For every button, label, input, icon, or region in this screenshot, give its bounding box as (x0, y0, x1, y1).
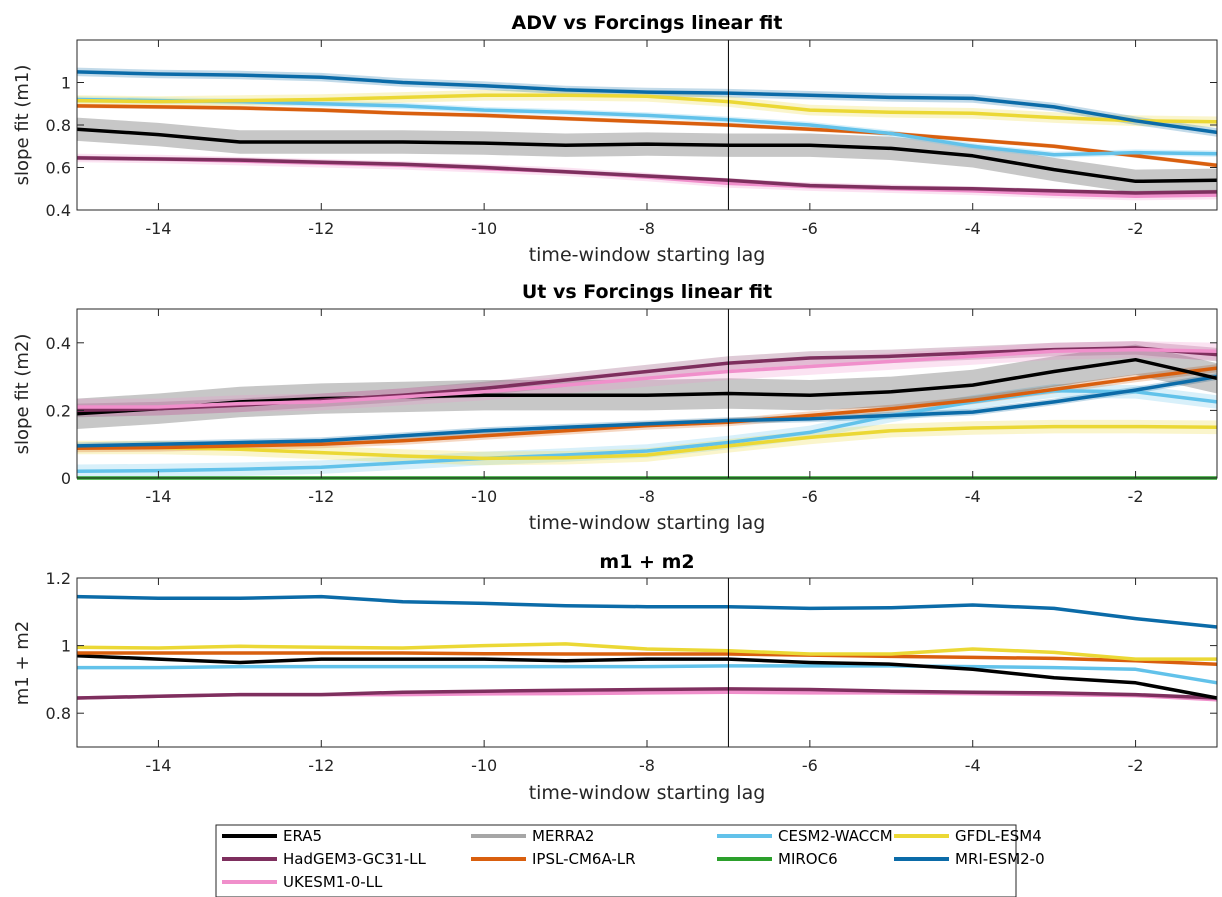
y-tick-label: 0.2 (46, 401, 71, 420)
legend-label-ipsl-cm6a-lr: IPSL-CM6A-LR (532, 850, 636, 868)
legend: ERA5 MERRA2 CESM2-WACCM GFDL-ESM4 HadGEM3-GC… (215, 824, 1045, 897)
series-line-mri-esm2-0 (76, 374, 1218, 448)
axes-frame (76, 39, 1218, 211)
axes-frame (76, 577, 1218, 748)
x-tick-label: -12 (308, 756, 334, 775)
series-line-era5 (76, 357, 1218, 416)
axes-frame (76, 308, 1218, 479)
legend-label-gfdl-esm4: GFDL-ESM4 (955, 827, 1042, 845)
x-tick-label: -6 (802, 219, 818, 238)
x-tick-label: -10 (471, 219, 497, 238)
x-tick-label: -8 (639, 756, 655, 775)
y-tick-label: 0.8 (46, 116, 71, 135)
series-line-hadgem3-gc31-ll (76, 687, 1218, 700)
x-axis-label: time-window starting lag (529, 512, 766, 534)
panel-ut-vs-forcings: -14 -12 -10 -8 -6 -4 -2 0 0.2 0.4 Ut vs Forcings … (12, 281, 1218, 534)
x-tick-label: -2 (1128, 487, 1144, 506)
series-line-ipsl-cm6a-lr (77, 651, 1218, 666)
legend-label-era5: ERA5 (283, 827, 322, 845)
plot-area (77, 40, 1217, 210)
series-line-ipsl-cm6a-lr (76, 104, 1218, 168)
legend-label-hadgem3-gc31-ll: HadGEM3-GC31-LL (283, 850, 426, 868)
series-line-era5 (76, 653, 1218, 700)
legend-label-cesm2-waccm: CESM2-WACCM (778, 827, 893, 845)
y-axis-label: slope fit (m2) (12, 334, 33, 455)
series-line-gfdl-esm4 (76, 642, 1217, 661)
legend-label-merra2: MERRA2 (532, 827, 594, 845)
chart-title: m1 + m2 (599, 551, 694, 573)
y-tick-label: 0.8 (46, 704, 71, 723)
x-tick-label: -4 (965, 487, 981, 506)
x-axis-label: time-window starting lag (529, 244, 766, 266)
y-tick-label: 1 (61, 74, 71, 93)
y-tick-label: 0.4 (46, 334, 71, 353)
series-line-era5 (76, 127, 1218, 184)
band-cesm2-waccm (77, 96, 1217, 158)
x-tick-label: -12 (308, 487, 334, 506)
x-tick-label: -14 (145, 219, 171, 238)
chart-title: Ut vs Forcings linear fit (522, 281, 772, 303)
x-tick-label: -6 (802, 487, 818, 506)
x-tick-label: -4 (965, 756, 981, 775)
y-tick-label: 1 (61, 637, 71, 656)
series-line-hadgem3-gc31-ll (76, 156, 1218, 195)
x-tick-label: -10 (471, 487, 497, 506)
x-tick-label: -14 (145, 756, 171, 775)
series-line-gfdl-esm4 (77, 424, 1218, 461)
x-tick-label: -8 (639, 219, 655, 238)
y-axis-label: slope fit (m1) (12, 65, 33, 186)
series-line-cesm2-waccm (76, 97, 1218, 157)
legend-label-ukesm1-0-ll: UKESM1-0-LL (283, 873, 383, 891)
x-tick-label: -10 (471, 756, 497, 775)
series-line-gfdl-esm4 (76, 93, 1218, 124)
x-tick-label: -6 (802, 756, 818, 775)
band-era5 (77, 117, 1217, 193)
chart-title: ADV vs Forcings linear fit (512, 12, 783, 34)
x-tick-label: -8 (639, 487, 655, 506)
x-tick-label: -2 (1128, 756, 1144, 775)
band-era5 (77, 344, 1217, 429)
series-line-mri-esm2-0 (76, 594, 1218, 629)
legend-label-miroc6: MIROC6 (778, 850, 838, 868)
series-line-ukesm1-0-ll (77, 347, 1218, 409)
x-tick-label: -14 (145, 487, 171, 506)
y-tick-label: 0.4 (46, 201, 71, 220)
series-line-mri-esm2-0 (76, 70, 1218, 135)
legend-box (215, 824, 1017, 897)
x-axis-label: time-window starting lag (529, 782, 766, 804)
y-axis-label: m1 + m2 (12, 621, 33, 706)
series-line-cesm2-waccm (77, 664, 1218, 685)
panel-m1-plus-m2: -14 -12 -10 -8 -6 -4 -2 0.8 1 1.2 m1 + m2 time-wi… (12, 551, 1218, 804)
y-tick-label: 1.2 (46, 569, 71, 588)
y-tick-label: 0.6 (46, 159, 71, 178)
x-tick-label: -2 (1128, 219, 1144, 238)
legend-label-mri-esm2-0: MRI-ESM2-0 (955, 850, 1045, 868)
panel-adv-vs-forcings: -14 -12 -10 -8 -6 -4 -2 0.4 0.6 0.8 1 ADV vs Forci… (12, 12, 1218, 266)
x-tick-label: -12 (308, 219, 334, 238)
y-tick-label: 0 (61, 469, 71, 488)
x-tick-label: -4 (965, 219, 981, 238)
